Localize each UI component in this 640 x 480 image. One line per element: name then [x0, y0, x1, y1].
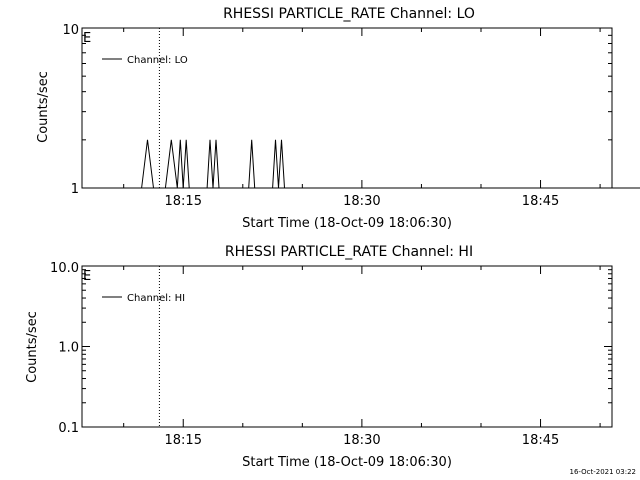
x-axis-label-hi: Start Time (18-Oct-09 18:06:30) — [242, 455, 452, 470]
chart-title-lo: RHESSI PARTICLE_RATE Channel: LO — [223, 6, 475, 22]
chart-title-hi: RHESSI PARTICLE_RATE Channel: HI — [225, 244, 473, 260]
y-tick-label-hi: 0.1 — [58, 421, 79, 436]
event-label-hi: E — [83, 269, 91, 284]
x-tick-label-lo: 18:45 — [522, 194, 559, 209]
footer-timestamp: 16-Oct-2021 03:22 — [570, 468, 636, 476]
x-axis-label-lo: Start Time (18-Oct-09 18:06:30) — [242, 216, 452, 231]
x-tick-label-hi: 18:15 — [165, 433, 202, 448]
y-tick-label-hi: 1.0 — [58, 341, 79, 356]
plot-frame-hi — [81, 265, 613, 428]
plot-layer: 18:1518:3018:4519:0019:1519:3019:45110EE… — [50, 23, 640, 448]
y-axis-label-hi: Counts/sec — [25, 311, 40, 383]
y-tick-label-lo: 10 — [62, 23, 79, 38]
plot-frame-lo — [81, 27, 613, 189]
legend-label-hi: Channel: HI — [127, 293, 185, 304]
x-tick-label-lo: 18:30 — [343, 194, 380, 209]
y-tick-label-lo: 1 — [71, 182, 79, 197]
x-tick-label-hi: 18:30 — [343, 433, 380, 448]
x-tick-label-lo: 18:15 — [165, 194, 202, 209]
event-label-lo: E — [83, 31, 91, 46]
y-tick-label-hi: 10.0 — [50, 261, 79, 276]
x-tick-label-hi: 18:45 — [522, 433, 559, 448]
y-axis-label-lo: Counts/sec — [36, 71, 51, 143]
series-line-lo — [141, 139, 640, 189]
legend-label-lo: Channel: LO — [127, 55, 188, 66]
